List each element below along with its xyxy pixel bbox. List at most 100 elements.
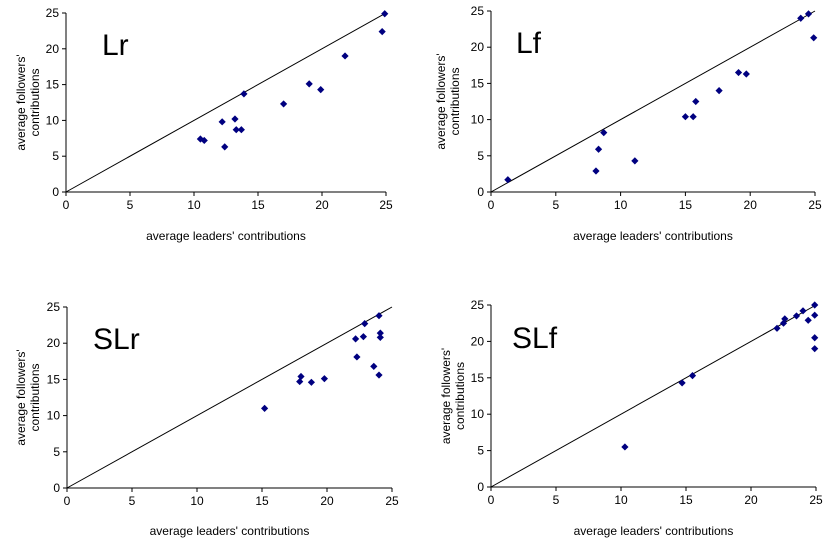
y-tick-label: 25 — [47, 300, 61, 314]
x-tick-label: 25 — [809, 493, 823, 507]
y-axis-title-line: contributions — [28, 68, 42, 136]
x-tick-label: 10 — [614, 198, 628, 212]
data-point — [631, 157, 639, 165]
data-point — [689, 113, 697, 121]
x-tick-label: 5 — [127, 198, 134, 212]
y-tick-label: 0 — [477, 185, 484, 199]
data-point — [381, 10, 389, 18]
y-tick-label: 20 — [471, 40, 485, 54]
x-tick-label: 10 — [187, 198, 201, 212]
y-axis-title-line: contributions — [448, 67, 462, 135]
x-tick-label: 5 — [553, 493, 560, 507]
data-point — [592, 167, 600, 175]
x-tick-label: 0 — [63, 198, 70, 212]
x-tick-label: 15 — [251, 198, 265, 212]
y-tick-label: 10 — [47, 409, 61, 423]
panel-label: SLf — [512, 322, 558, 355]
data-point — [811, 334, 819, 342]
y-tick-label: 25 — [46, 6, 60, 20]
data-point — [811, 345, 819, 353]
data-point — [317, 86, 325, 94]
data-point — [773, 324, 781, 332]
data-point — [341, 52, 349, 60]
x-tick-label: 0 — [64, 494, 71, 508]
reference-line — [490, 304, 817, 488]
data-point — [715, 87, 723, 95]
panel-slr: 0 5 10 15 20 25 0 5 10 15 20 25 SLr average leaders' … — [14, 300, 399, 538]
data-point — [799, 307, 807, 315]
data-point — [681, 113, 689, 121]
x-tick-label: 25 — [379, 198, 393, 212]
y-tick-label: 5 — [53, 445, 60, 459]
data-point — [376, 329, 384, 337]
x-axis-title: average leaders' contributions — [573, 229, 733, 243]
y-tick-label: 25 — [471, 298, 485, 312]
x-axis-title: average leaders' contributions — [574, 524, 734, 538]
y-tick-label: 5 — [477, 444, 484, 458]
data-point — [307, 378, 315, 386]
x-tick-label: 20 — [744, 198, 758, 212]
data-point — [811, 301, 819, 309]
panel-lr: 0 5 10 15 20 25 0 5 10 15 20 25 Lr average leaders' c… — [14, 6, 393, 243]
data-point — [359, 333, 367, 341]
data-point — [376, 333, 384, 342]
x-tick-label: 10 — [614, 493, 628, 507]
data-point — [692, 97, 700, 106]
y-tick-label: 15 — [471, 371, 485, 385]
data-point — [804, 10, 813, 18]
y-axis-title-line: average followers' — [14, 349, 28, 445]
data-point — [688, 372, 697, 380]
data-point — [781, 315, 789, 323]
x-tick-label: 20 — [744, 493, 758, 507]
x-tick-label: 5 — [129, 494, 136, 508]
y-axis-title-line: contributions — [28, 363, 42, 431]
data-point — [375, 312, 383, 320]
data-point — [320, 375, 328, 383]
y-tick-label: 20 — [471, 334, 485, 348]
data-point — [678, 379, 686, 387]
data-point — [200, 136, 208, 145]
data-point — [370, 362, 378, 370]
y-tick-label: 20 — [46, 42, 60, 56]
x-tick-label: 20 — [315, 198, 329, 212]
x-tick-label: 15 — [679, 493, 693, 507]
x-tick-label: 20 — [320, 494, 334, 508]
y-axis-title-line: average followers' — [14, 54, 28, 150]
data-point — [797, 14, 805, 22]
data-point — [378, 28, 386, 36]
data-point — [240, 90, 248, 98]
data-point — [811, 311, 819, 319]
x-tick-label: 25 — [385, 494, 399, 508]
data-point — [779, 319, 788, 327]
panel-label: Lr — [102, 29, 129, 62]
reference-line — [65, 12, 387, 193]
x-axis-title: average leaders' contributions — [150, 524, 310, 538]
panel-label: Lf — [516, 27, 542, 60]
data-point — [353, 353, 361, 361]
data-point — [792, 312, 801, 320]
y-tick-label: 5 — [477, 149, 484, 163]
y-tick-label: 25 — [471, 4, 485, 18]
data-point — [600, 129, 608, 137]
data-point — [232, 126, 240, 134]
panel-slf: 0 5 10 15 20 25 0 5 10 15 20 25 SLf average leaders' … — [439, 298, 823, 538]
data-point — [804, 316, 812, 324]
data-point — [594, 145, 603, 153]
y-tick-label: 0 — [53, 481, 60, 495]
x-axis-title: average leaders' contributions — [146, 229, 306, 243]
data-point — [361, 320, 369, 328]
y-tick-label: 15 — [47, 372, 61, 386]
data-point — [375, 371, 383, 379]
x-tick-label: 0 — [488, 198, 495, 212]
x-tick-label: 15 — [679, 198, 693, 212]
data-point — [280, 100, 288, 108]
y-tick-label: 0 — [477, 480, 484, 494]
y-tick-label: 15 — [46, 78, 60, 92]
y-axis-title-line: average followers' — [439, 348, 453, 444]
data-point — [504, 176, 512, 184]
data-point — [734, 68, 743, 77]
data-point — [221, 143, 229, 151]
y-tick-label: 0 — [52, 185, 59, 199]
data-point — [218, 118, 226, 126]
